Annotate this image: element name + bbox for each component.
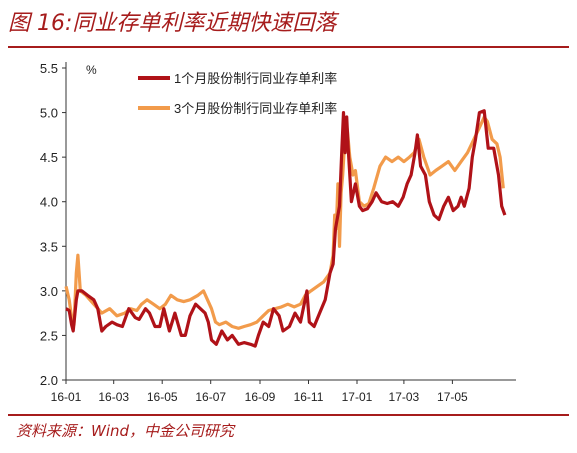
y-tick-label: 4.0 <box>40 195 58 210</box>
x-tick-label: 17-05 <box>437 390 468 404</box>
series-line-2 <box>64 115 505 330</box>
chart-legend: 1个月股份制行同业存单利率 3个月股份制行同业存单利率 <box>138 71 337 116</box>
x-tick-label: 16-07 <box>195 390 226 404</box>
x-tick-label: 17-01 <box>342 390 373 404</box>
chart-series <box>64 109 507 348</box>
source-note: 资料来源：Wind，中金公司研究 <box>16 422 235 440</box>
x-tick-label: 16-09 <box>245 390 276 404</box>
y-tick-label: 5.0 <box>40 106 58 121</box>
y-unit-label: % <box>86 63 97 77</box>
x-tick-label: 17-03 <box>389 390 420 404</box>
y-tick-label: 3.5 <box>40 239 58 254</box>
x-tick-label: 16-05 <box>147 390 178 404</box>
series-line-1 <box>65 109 507 348</box>
y-tick-label: 5.5 <box>40 61 58 76</box>
figure-header: 图 16:同业存单利率近期快速回落 <box>8 6 569 48</box>
x-tick-label: 16-11 <box>294 390 324 404</box>
y-tick-label: 2.0 <box>40 373 58 388</box>
y-tick-label: 4.5 <box>40 150 58 165</box>
y-tick-label: 3.0 <box>40 284 58 299</box>
legend-label-1: 1个月股份制行同业存单利率 <box>174 71 337 86</box>
source-divider <box>8 414 569 416</box>
title-divider <box>8 46 569 48</box>
figure-title: 图 16:同业存单利率近期快速回落 <box>8 11 337 36</box>
x-tick-label: 16-03 <box>98 390 129 404</box>
legend-label-2: 3个月股份制行同业存单利率 <box>174 101 337 116</box>
x-tick-label: 16-01 <box>51 390 82 404</box>
y-tick-label: 2.5 <box>40 328 58 343</box>
chart-axes: 2.0 2.5 3.0 3.5 4.0 4.5 5.0 5.5 % 16-01 16-03 16-05… <box>40 61 516 404</box>
